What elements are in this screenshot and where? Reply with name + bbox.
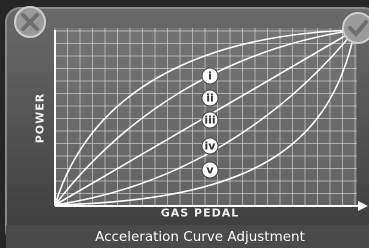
y-axis-label: POWER: [34, 93, 47, 144]
curve-label: ii: [206, 92, 214, 105]
curve-label: i: [208, 70, 212, 83]
curve-label: iv: [205, 140, 217, 153]
curve-label: v: [206, 164, 214, 177]
screen: GAS PEDAL POWER i ii iii iv v Accelerati…: [0, 0, 369, 248]
close-button[interactable]: [15, 7, 45, 37]
page: {"axes": {"y_label": "POWER", "x_label":…: [0, 0, 369, 248]
footer-title: Acceleration Curve Adjustment: [95, 229, 305, 245]
curve-label: iii: [204, 114, 215, 127]
confirm-button[interactable]: [343, 13, 369, 43]
x-axis-label: GAS PEDAL: [161, 207, 240, 220]
